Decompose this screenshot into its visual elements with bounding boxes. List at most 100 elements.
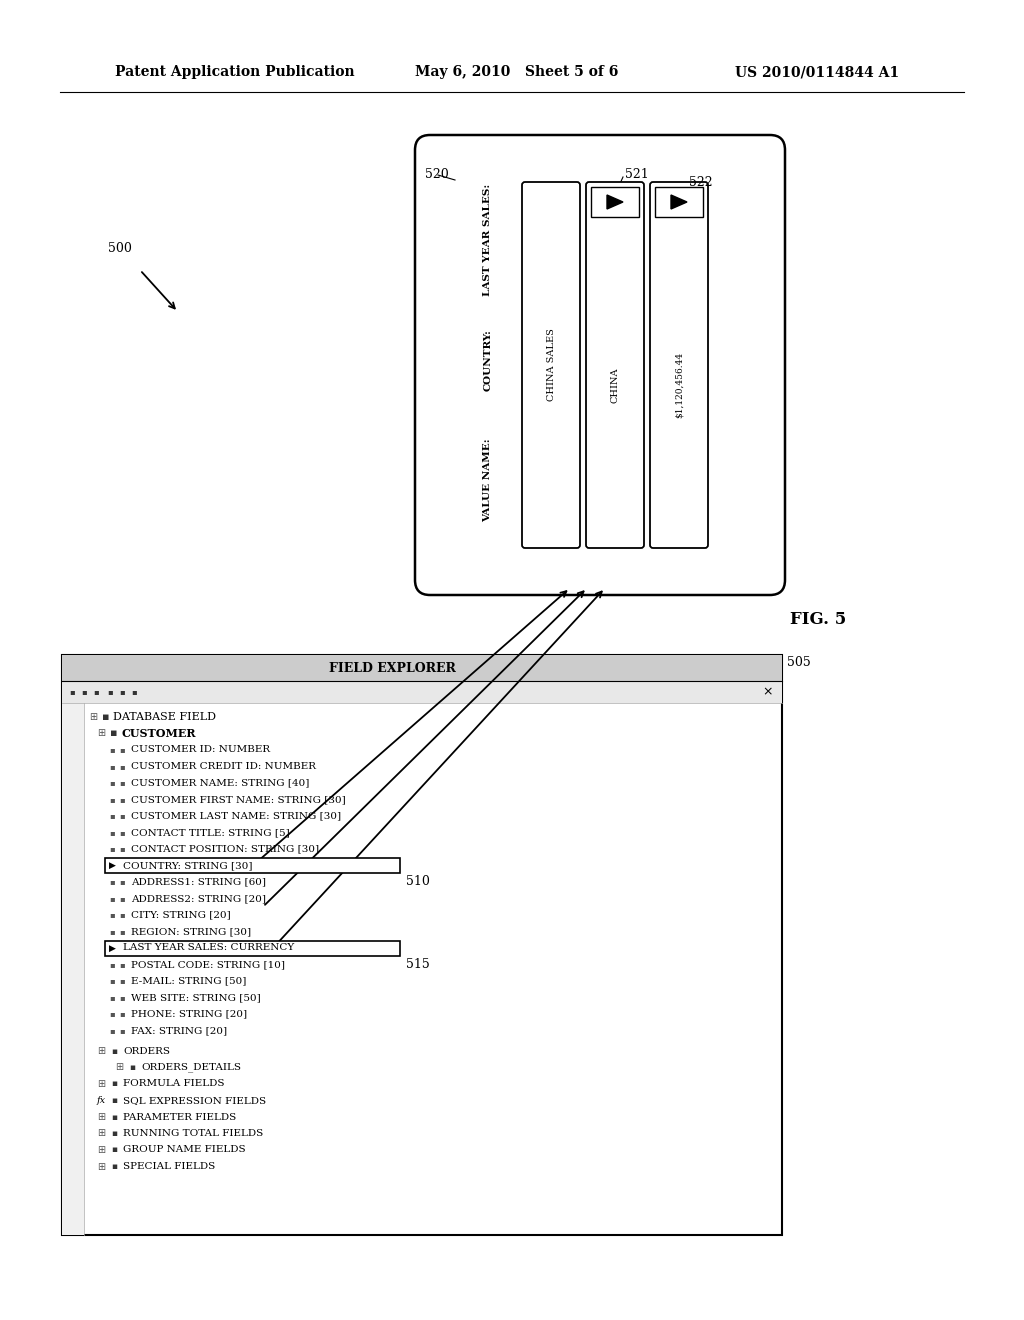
Text: ▪: ▪: [119, 960, 125, 969]
Text: ▪: ▪: [109, 1026, 115, 1035]
Text: ADDRESS2: STRING [20]: ADDRESS2: STRING [20]: [131, 894, 266, 903]
Text: LAST YEAR SALES: CURRENCY: LAST YEAR SALES: CURRENCY: [123, 944, 294, 953]
Bar: [62, 655, 782, 1236]
Text: CUSTOMER ID: NUMBER: CUSTOMER ID: NUMBER: [131, 746, 270, 755]
Text: 505: 505: [787, 656, 811, 669]
Text: ▪: ▪: [111, 1080, 117, 1089]
Text: ▪: ▪: [111, 1146, 117, 1155]
Text: ▪: ▪: [119, 1026, 125, 1035]
Text: ▪: ▪: [111, 1047, 117, 1056]
Text: VALUE NAME:: VALUE NAME:: [483, 438, 493, 521]
Text: ⊞: ⊞: [97, 1144, 105, 1155]
Text: ▪: ▪: [111, 1096, 117, 1105]
Text: COUNTRY:: COUNTRY:: [483, 329, 493, 391]
Text: CHINA SALES: CHINA SALES: [547, 329, 555, 401]
Text: ORDERS: ORDERS: [123, 1047, 170, 1056]
Text: ▪: ▪: [111, 1162, 117, 1171]
Text: SQL EXPRESSION FIELDS: SQL EXPRESSION FIELDS: [123, 1096, 266, 1105]
Text: ▪: ▪: [102, 711, 110, 722]
Text: POSTAL CODE: STRING [10]: POSTAL CODE: STRING [10]: [131, 960, 285, 969]
Text: ▪: ▪: [110, 729, 118, 738]
Bar: [655, 187, 703, 216]
Text: FIG. 5: FIG. 5: [790, 611, 846, 628]
FancyBboxPatch shape: [586, 182, 644, 548]
Text: PHONE: STRING [20]: PHONE: STRING [20]: [131, 1010, 247, 1019]
Text: ▪: ▪: [131, 688, 137, 697]
Text: ⊞: ⊞: [97, 1129, 105, 1138]
Text: ▪: ▪: [119, 977, 125, 986]
Text: ▶: ▶: [109, 861, 116, 870]
Text: ▪: ▪: [119, 688, 125, 697]
Text: ▪: ▪: [109, 911, 115, 920]
Text: WEB SITE: STRING [50]: WEB SITE: STRING [50]: [131, 993, 261, 1002]
Text: ▪: ▪: [119, 795, 125, 804]
Text: ⊞: ⊞: [89, 711, 97, 722]
Text: ▪: ▪: [109, 1010, 115, 1019]
Text: ▪: ▪: [109, 812, 115, 821]
Text: ▪: ▪: [119, 762, 125, 771]
Text: ▪: ▪: [119, 779, 125, 788]
Text: GROUP NAME FIELDS: GROUP NAME FIELDS: [123, 1146, 246, 1155]
Text: fx: fx: [97, 1096, 106, 1105]
Polygon shape: [671, 195, 687, 209]
Text: ▪: ▪: [109, 845, 115, 854]
Text: $1,120,456.44: $1,120,456.44: [675, 352, 683, 418]
Text: SPECIAL FIELDS: SPECIAL FIELDS: [123, 1162, 215, 1171]
Text: ▪: ▪: [108, 688, 113, 697]
Text: ▪: ▪: [119, 812, 125, 821]
Text: ⊞: ⊞: [97, 1045, 105, 1056]
Text: CONTACT TITLE: STRING [5]: CONTACT TITLE: STRING [5]: [131, 828, 290, 837]
Text: ▪: ▪: [93, 688, 98, 697]
Text: CITY: STRING [20]: CITY: STRING [20]: [131, 911, 230, 920]
Text: ⊞: ⊞: [97, 1078, 105, 1089]
Text: FIELD EXPLORER: FIELD EXPLORER: [329, 661, 456, 675]
Text: ▶: ▶: [109, 944, 116, 953]
Text: ⊞: ⊞: [97, 1111, 105, 1122]
Text: DATABASE FIELD: DATABASE FIELD: [113, 711, 216, 722]
Text: ▪: ▪: [119, 1010, 125, 1019]
Text: ▪: ▪: [81, 688, 87, 697]
Bar: [591, 187, 639, 216]
Text: ▪: ▪: [70, 688, 75, 697]
Text: LAST YEAR SALES:: LAST YEAR SALES:: [483, 183, 493, 296]
Text: ▪: ▪: [109, 795, 115, 804]
Text: REGION: STRING [30]: REGION: STRING [30]: [131, 927, 251, 936]
Bar: [105, 858, 400, 873]
Text: PARAMETER FIELDS: PARAMETER FIELDS: [123, 1113, 237, 1122]
FancyBboxPatch shape: [415, 135, 785, 595]
FancyBboxPatch shape: [522, 182, 580, 548]
Text: CHINA: CHINA: [610, 367, 620, 403]
Text: ADDRESS1: STRING [60]: ADDRESS1: STRING [60]: [131, 878, 266, 887]
Text: 515: 515: [406, 957, 430, 970]
Text: FORMULA FIELDS: FORMULA FIELDS: [123, 1080, 224, 1089]
Text: May 6, 2010   Sheet 5 of 6: May 6, 2010 Sheet 5 of 6: [415, 65, 618, 79]
Bar: [62, 704, 84, 1236]
Text: ▪: ▪: [119, 927, 125, 936]
Text: ▪: ▪: [109, 762, 115, 771]
Text: ▪: ▪: [109, 960, 115, 969]
Text: FAX: STRING [20]: FAX: STRING [20]: [131, 1026, 227, 1035]
Text: CONTACT POSITION: STRING [30]: CONTACT POSITION: STRING [30]: [131, 845, 319, 854]
Bar: [62, 681, 782, 704]
Text: ⊞: ⊞: [115, 1063, 123, 1072]
Text: CUSTOMER: CUSTOMER: [121, 729, 196, 739]
Text: ▪: ▪: [109, 746, 115, 755]
Text: ▪: ▪: [119, 845, 125, 854]
Text: CUSTOMER CREDIT ID: NUMBER: CUSTOMER CREDIT ID: NUMBER: [131, 762, 316, 771]
Text: ▪: ▪: [119, 993, 125, 1002]
Polygon shape: [607, 195, 623, 209]
Text: RUNNING TOTAL FIELDS: RUNNING TOTAL FIELDS: [123, 1129, 263, 1138]
Text: ▪: ▪: [111, 1129, 117, 1138]
Text: ⊞: ⊞: [97, 1162, 105, 1172]
Text: 521: 521: [625, 169, 649, 181]
Text: ▪: ▪: [109, 878, 115, 887]
FancyBboxPatch shape: [650, 182, 708, 548]
Text: Patent Application Publication: Patent Application Publication: [115, 65, 354, 79]
Text: 500: 500: [108, 242, 132, 255]
Text: 520: 520: [425, 169, 449, 181]
Text: ▪: ▪: [109, 894, 115, 903]
Text: CUSTOMER LAST NAME: STRING [30]: CUSTOMER LAST NAME: STRING [30]: [131, 812, 341, 821]
Text: ORDERS_DETAILS: ORDERS_DETAILS: [141, 1063, 241, 1072]
Text: ▪: ▪: [109, 779, 115, 788]
Text: ▪: ▪: [119, 894, 125, 903]
